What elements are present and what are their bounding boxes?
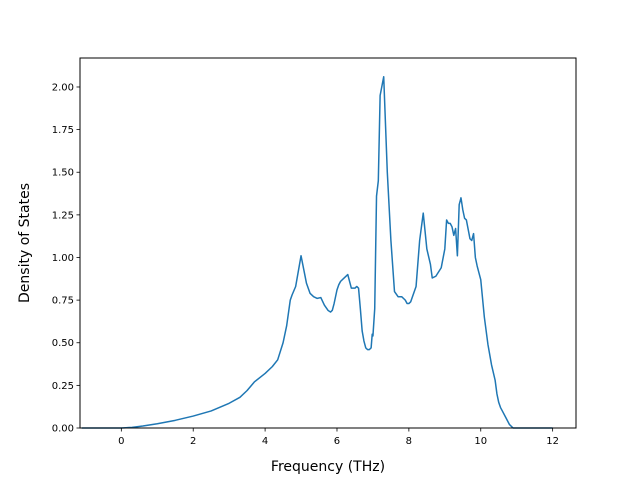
y-tick-label: 0.00 [52,424,74,435]
dos-series-line-0 [81,76,553,429]
y-axis: 0.00 0.25 0.50 0.75 1.00 1.25 1.50 1.75 2.00 [52,82,80,435]
x-tick-label: 2 [190,436,196,447]
x-tick-label: 6 [334,436,340,447]
y-tick-label: 2.00 [52,82,74,93]
x-tick-label: 8 [406,436,412,447]
series-layer [81,76,553,429]
x-tick-label: 10 [474,436,487,447]
y-axis-label: Density of States [17,183,33,303]
y-tick-label: 0.50 [52,338,74,349]
y-tick-label: 0.25 [52,381,74,392]
x-axis-label: Frequency (THz) [271,459,385,475]
y-tick-label: 1.25 [52,210,74,221]
plot-area [80,58,576,428]
x-axis: 0 2 4 6 8 10 12 [118,428,559,447]
x-tick-label: 12 [546,436,559,447]
y-tick-label: 1.00 [52,253,74,264]
y-tick-label: 1.50 [52,168,74,179]
y-tick-label: 1.75 [52,125,74,136]
x-tick-label: 0 [118,436,124,447]
x-tick-label: 4 [262,436,268,447]
plot-frame [79,57,577,429]
y-tick-label: 0.75 [52,296,74,307]
